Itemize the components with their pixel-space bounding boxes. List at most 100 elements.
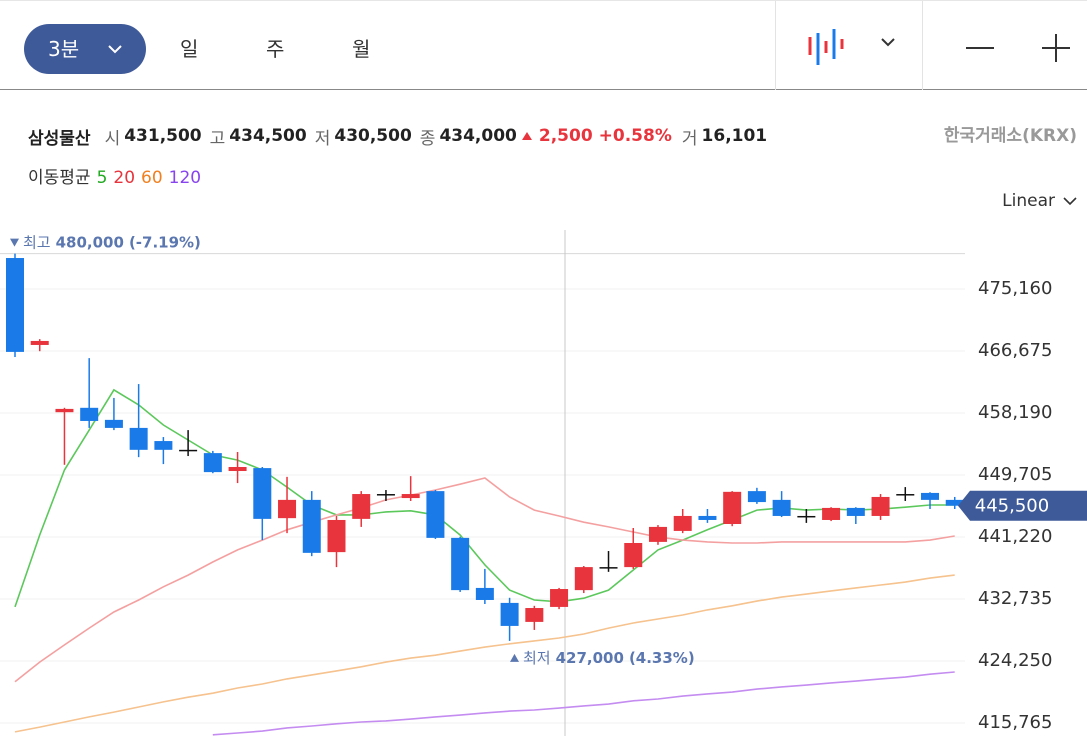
y-tick-label: 432,735 — [978, 588, 1052, 609]
candle-body — [426, 491, 445, 538]
ma-line — [212, 671, 955, 736]
field-label: 저 — [314, 128, 331, 149]
field-label: 시 — [104, 128, 121, 149]
candle-body — [179, 449, 198, 452]
candle-body — [401, 494, 420, 499]
annotation-text: 최저 — [523, 648, 551, 666]
candle-body — [797, 515, 816, 518]
annotation-change: (4.33%) — [629, 648, 695, 666]
stock-name: 삼성물산 — [28, 128, 91, 149]
candle-body — [525, 608, 544, 622]
y-tick-label: 424,250 — [978, 650, 1052, 671]
scale-selector[interactable]: Linear — [1002, 188, 1077, 214]
candle-body — [723, 491, 742, 524]
y-tick-label: 466,675 — [978, 340, 1052, 361]
interval-tab[interactable]: 주 — [266, 37, 285, 61]
candle-body — [648, 526, 667, 542]
change: 2,500 — [538, 126, 593, 146]
interval-button[interactable]: 3분 — [24, 24, 146, 74]
candle-body — [846, 507, 865, 516]
y-tick-label: 475,160 — [978, 278, 1052, 299]
candle-body — [451, 537, 470, 591]
last-price-tag — [958, 490, 1087, 521]
candle-body — [574, 567, 593, 591]
candle-body — [154, 441, 173, 450]
field-value: 434,500 — [229, 126, 307, 146]
candle-body — [871, 496, 890, 516]
interval-tab[interactable]: 월 — [352, 37, 371, 61]
chevron — [108, 45, 122, 54]
ma-line — [14, 574, 955, 733]
candle-body — [6, 258, 24, 352]
exchange: 한국거래소(KRX) — [943, 126, 1077, 146]
separator — [775, 1, 776, 90]
legend-entry[interactable]: 5 — [96, 168, 108, 188]
up-arrow — [521, 132, 532, 140]
annotation-arrow — [10, 238, 19, 247]
candle-body — [599, 567, 618, 569]
candle-body — [550, 589, 569, 607]
last-price-label: 445,500 — [975, 496, 1049, 517]
legend-title: 이동평균 — [28, 168, 91, 188]
change-percent: +0.58% — [598, 126, 672, 146]
scale-label: Linear — [1002, 191, 1055, 211]
interval-tab[interactable]: 일 — [180, 37, 199, 61]
legend-entry[interactable]: 60 — [141, 168, 163, 188]
y-tick-label: 415,765 — [978, 712, 1052, 733]
candle-body — [475, 587, 494, 600]
candle-body — [822, 507, 841, 520]
annotation: 최고 480,000 (-7.19%) — [10, 233, 201, 251]
legend-entry[interactable]: 20 — [113, 168, 136, 188]
annotation-label: 480,000 — [56, 233, 124, 251]
zoom-controls — [966, 34, 1070, 62]
quote-row: 삼성물산 시 431,500 고 434,500 저 430,500 종 434,000… — [28, 122, 775, 150]
chevron — [881, 38, 895, 47]
annotation-arrow — [510, 653, 519, 662]
chart: 475,160 466,675 458,190 449,705 441,220 432,7… — [0, 230, 1087, 736]
candle-body — [104, 419, 123, 428]
candle-body — [203, 453, 222, 473]
candle-body — [747, 491, 766, 503]
legend: 이동평균 5 20 60 120 — [28, 165, 201, 191]
candle-body — [376, 494, 395, 496]
candle-body — [500, 602, 519, 626]
annotation-text: 최고 480,000 (-7.19%) — [23, 233, 201, 251]
field-label: 종 — [419, 128, 436, 149]
volume: 16,101 — [701, 126, 768, 146]
plot-area — [6, 253, 964, 736]
annotation-label: 427,000 — [556, 648, 624, 666]
candle-body — [624, 542, 643, 568]
candle-body — [278, 499, 297, 519]
ma-line — [14, 477, 955, 683]
ma-line — [14, 388, 955, 608]
field-value: 434,000 — [439, 126, 517, 146]
annotation-text: 최고 — [23, 233, 51, 251]
y-axis: 475,160 466,675 458,190 449,705 441,220 432,7… — [978, 278, 1052, 733]
y-tick-label: 449,705 — [978, 464, 1052, 485]
y-tick-label: 458,190 — [978, 402, 1052, 423]
legend-entry[interactable]: 120 — [168, 168, 202, 188]
candle-body — [327, 519, 346, 553]
candle-body — [302, 499, 321, 553]
candle-body — [772, 499, 791, 516]
candle-body — [228, 466, 247, 472]
candle-body — [921, 492, 940, 500]
candle-body — [352, 494, 371, 519]
field-label: 고 — [209, 128, 226, 149]
candle-body — [129, 427, 148, 450]
y-tick-label: 441,220 — [978, 526, 1052, 547]
chart-type-button[interactable] — [800, 25, 910, 69]
interval-label: 3분 — [48, 37, 80, 61]
toolbar: 3분 일 주 월 — [0, 0, 1087, 90]
field-label: 거 — [681, 128, 698, 149]
candle-body — [698, 515, 717, 520]
chevron — [1063, 197, 1077, 206]
separator — [922, 1, 923, 90]
candle-body — [55, 408, 74, 413]
candle-body — [673, 515, 692, 531]
field-value: 431,500 — [124, 126, 202, 146]
candle-body — [80, 407, 99, 421]
candle-body — [30, 340, 49, 345]
annotation-change: (-7.19%) — [129, 233, 201, 251]
